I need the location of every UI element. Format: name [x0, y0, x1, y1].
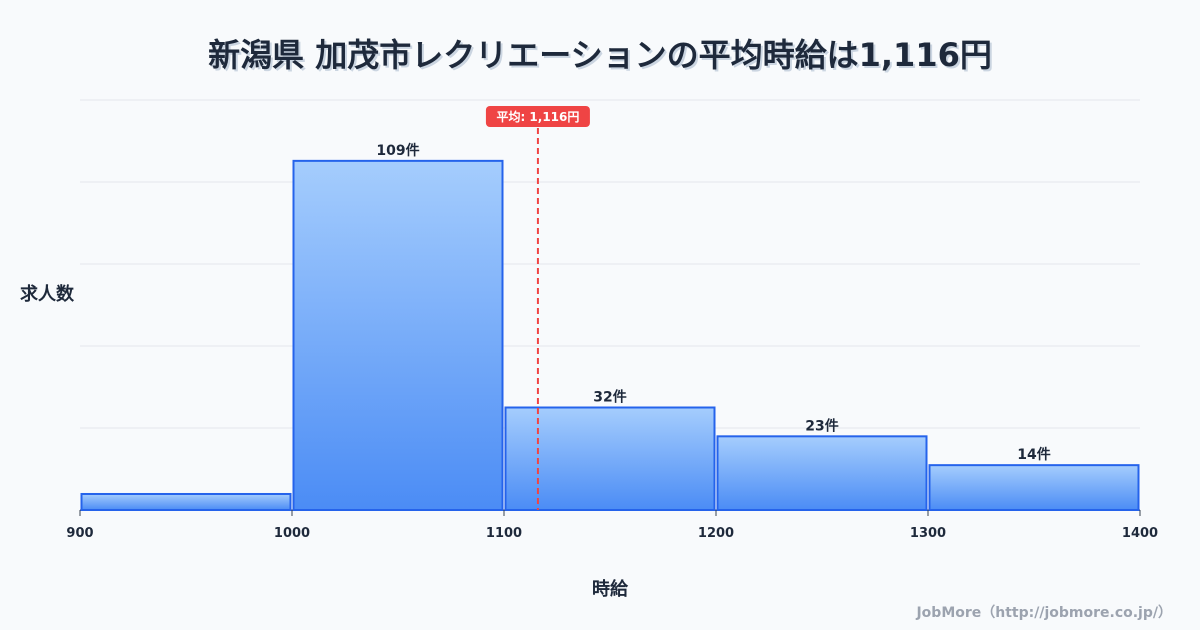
- x-axis-label: 時給: [592, 579, 628, 600]
- bar: [292, 159, 504, 511]
- bar-label: 109件: [376, 142, 419, 159]
- x-tick-label: 900: [66, 526, 93, 541]
- bar-label: 14件: [1017, 446, 1050, 463]
- bar: [80, 492, 292, 511]
- credit: JobMore（http://jobmore.co.jp/）: [916, 605, 1172, 621]
- x-tick-label: 1400: [1122, 526, 1158, 541]
- chart-title: 新潟県 加茂市レクリエーションの平均時給は1,116円: [208, 36, 992, 74]
- bar: [928, 464, 1140, 511]
- mean-label: 平均: 1,116円: [496, 109, 579, 124]
- mean-label-bg: [485, 106, 590, 127]
- x-tick-label: 1000: [274, 526, 310, 541]
- bar: [716, 435, 928, 511]
- y-axis-label: 求人数: [20, 284, 74, 305]
- x-tick-label: 1300: [910, 526, 946, 541]
- x-tick-label: 1200: [698, 526, 734, 541]
- x-tick-label: 1100: [486, 526, 522, 541]
- bar-label: 23件: [805, 417, 838, 434]
- bar: [504, 406, 716, 511]
- bar-label: 32件: [593, 389, 626, 406]
